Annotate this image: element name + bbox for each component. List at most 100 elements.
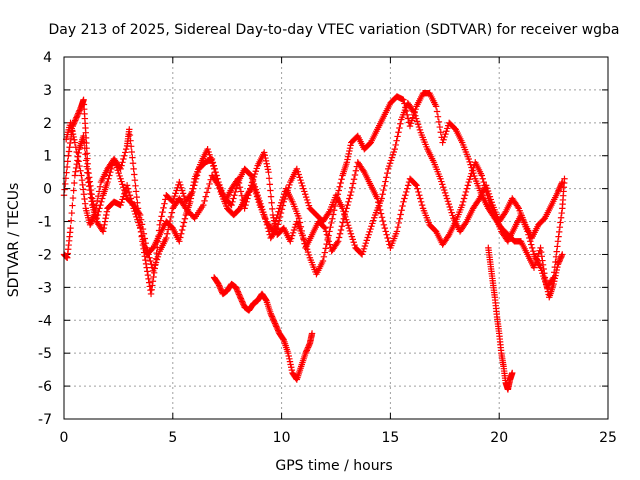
data-point bbox=[559, 251, 566, 258]
data-point bbox=[308, 330, 316, 337]
data-point bbox=[167, 213, 175, 221]
data-point bbox=[393, 137, 400, 144]
data-point bbox=[294, 168, 301, 175]
data-point bbox=[178, 226, 186, 234]
data-point bbox=[139, 225, 147, 233]
data-point bbox=[338, 176, 345, 183]
data-point bbox=[443, 195, 451, 202]
data-point bbox=[63, 163, 71, 171]
data-point bbox=[248, 175, 256, 182]
data-point bbox=[150, 273, 157, 281]
data-point bbox=[363, 237, 370, 244]
data-point bbox=[260, 149, 268, 156]
data-point bbox=[67, 122, 75, 129]
data-point bbox=[402, 192, 409, 199]
data-point bbox=[261, 152, 269, 159]
data-point bbox=[304, 199, 312, 206]
data-point bbox=[270, 317, 278, 324]
data-point bbox=[444, 198, 452, 205]
data-point bbox=[177, 181, 184, 189]
data-point bbox=[158, 213, 165, 220]
data-point bbox=[291, 223, 299, 231]
data-point bbox=[145, 279, 153, 286]
data-point bbox=[462, 219, 469, 227]
data-point bbox=[89, 215, 96, 223]
data-point bbox=[177, 230, 185, 237]
data-point bbox=[299, 182, 306, 190]
data-point bbox=[392, 141, 399, 149]
data-point bbox=[252, 186, 259, 193]
data-point bbox=[178, 187, 186, 194]
data-point bbox=[438, 178, 445, 185]
data-point bbox=[237, 188, 245, 195]
data-point bbox=[463, 185, 471, 192]
data-point bbox=[122, 145, 130, 153]
data-point bbox=[210, 162, 217, 170]
data-point bbox=[101, 218, 109, 225]
data-point bbox=[255, 194, 262, 202]
data-point bbox=[152, 259, 160, 266]
data-point bbox=[439, 139, 446, 146]
data-point bbox=[137, 216, 145, 223]
data-point bbox=[103, 211, 110, 219]
data-point bbox=[466, 176, 473, 183]
data-point bbox=[164, 230, 171, 237]
data-point bbox=[144, 247, 151, 255]
data-point bbox=[475, 196, 482, 204]
data-point bbox=[267, 310, 274, 317]
data-point bbox=[274, 326, 281, 333]
data-point bbox=[283, 190, 290, 197]
data-point bbox=[258, 203, 265, 210]
data-point bbox=[165, 222, 173, 229]
data-point bbox=[136, 222, 143, 229]
data-point bbox=[351, 171, 359, 179]
data-point bbox=[263, 221, 271, 229]
data-point bbox=[306, 341, 313, 348]
data-point bbox=[537, 248, 545, 256]
data-point bbox=[154, 253, 162, 261]
data-point bbox=[448, 209, 455, 216]
data-point bbox=[385, 165, 392, 173]
data-point bbox=[143, 264, 150, 271]
data-point bbox=[262, 154, 269, 162]
data-point bbox=[410, 108, 417, 115]
data-point bbox=[380, 221, 388, 229]
data-point bbox=[305, 342, 312, 350]
data-point bbox=[72, 164, 80, 172]
data-point bbox=[124, 185, 132, 192]
data-point bbox=[93, 202, 100, 209]
data-point bbox=[188, 188, 196, 196]
data-point bbox=[335, 187, 342, 194]
x-axis-label: GPS time / hours bbox=[275, 458, 392, 474]
data-point bbox=[555, 233, 562, 240]
data-point bbox=[445, 232, 452, 240]
data-point bbox=[119, 196, 126, 203]
data-point bbox=[173, 187, 180, 194]
data-point bbox=[118, 199, 125, 206]
data-point bbox=[449, 212, 456, 219]
data-point bbox=[344, 153, 352, 160]
y-tick-label: 2 bbox=[43, 116, 52, 132]
data-point bbox=[345, 150, 352, 158]
data-point bbox=[321, 249, 329, 256]
series-track-d bbox=[210, 274, 316, 383]
data-point bbox=[149, 282, 156, 289]
data-point bbox=[142, 256, 149, 264]
data-point bbox=[233, 285, 240, 292]
data-point bbox=[262, 296, 269, 303]
data-point bbox=[144, 268, 151, 275]
data-point bbox=[176, 238, 183, 245]
data-point bbox=[81, 200, 89, 207]
data-point bbox=[297, 223, 305, 230]
data-point bbox=[331, 202, 339, 210]
data-point bbox=[73, 148, 80, 156]
data-point bbox=[264, 166, 272, 173]
data-point bbox=[557, 183, 564, 190]
data-point bbox=[177, 234, 184, 241]
data-point bbox=[118, 162, 125, 169]
data-point bbox=[83, 163, 90, 170]
data-point bbox=[407, 120, 415, 127]
data-point bbox=[540, 272, 547, 280]
data-point bbox=[267, 193, 275, 200]
